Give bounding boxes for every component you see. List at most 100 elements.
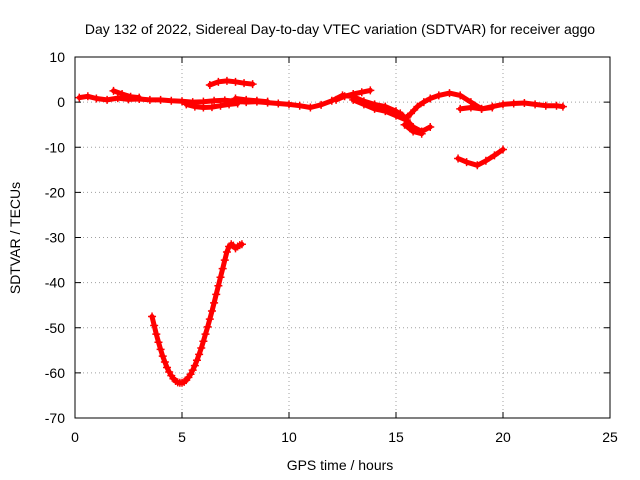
data-point bbox=[225, 100, 234, 109]
data-point bbox=[248, 80, 257, 89]
data-point bbox=[531, 100, 540, 109]
data-point bbox=[445, 89, 454, 98]
data-point bbox=[392, 111, 400, 120]
series-track-16h bbox=[400, 120, 426, 138]
data-point bbox=[103, 95, 112, 104]
data-point bbox=[242, 95, 251, 104]
data-point bbox=[92, 94, 101, 103]
data-point bbox=[188, 366, 197, 375]
data-point bbox=[205, 80, 214, 89]
series-line bbox=[111, 88, 142, 101]
data-point bbox=[462, 158, 471, 167]
data-point bbox=[406, 109, 415, 118]
data-point bbox=[499, 100, 507, 109]
data-point bbox=[558, 102, 567, 111]
data-point bbox=[340, 92, 349, 101]
data-point bbox=[426, 94, 435, 103]
data-point bbox=[400, 120, 409, 129]
data-point bbox=[118, 90, 127, 99]
data-point bbox=[366, 86, 375, 95]
data-point bbox=[83, 92, 92, 101]
data-point bbox=[113, 94, 122, 103]
data-point bbox=[541, 101, 550, 110]
data-point bbox=[212, 290, 221, 299]
data-point bbox=[285, 100, 293, 109]
data-point bbox=[154, 338, 163, 347]
data-point bbox=[231, 94, 240, 103]
data-point bbox=[156, 95, 165, 104]
data-point bbox=[216, 273, 225, 282]
x-axis-label: GPS time / hours bbox=[287, 457, 394, 473]
data-point bbox=[552, 101, 561, 110]
data-point bbox=[306, 103, 315, 112]
data-point bbox=[192, 356, 201, 365]
data-point bbox=[413, 102, 422, 111]
y-tick-label: -70 bbox=[45, 410, 65, 426]
data-point bbox=[332, 95, 341, 104]
series-track-18h-mid bbox=[456, 103, 497, 113]
series-line bbox=[233, 96, 271, 105]
series-track-8h bbox=[231, 94, 272, 106]
x-tick-label: 20 bbox=[495, 429, 511, 445]
grid bbox=[75, 57, 610, 418]
x-tick-label: 15 bbox=[388, 429, 404, 445]
data-point bbox=[481, 156, 490, 165]
data-point bbox=[456, 104, 465, 113]
x-tick-label: 10 bbox=[281, 429, 297, 445]
data-point bbox=[396, 109, 405, 118]
data-point bbox=[222, 76, 231, 85]
data-point bbox=[178, 97, 186, 106]
data-point bbox=[210, 298, 219, 307]
data-point bbox=[295, 101, 304, 110]
series-track-18h bbox=[454, 145, 507, 170]
data-point bbox=[466, 103, 475, 112]
data-point bbox=[509, 99, 518, 108]
data-point bbox=[409, 127, 418, 136]
y-tick-label: 0 bbox=[57, 94, 65, 110]
data-point bbox=[317, 100, 326, 109]
data-point bbox=[158, 352, 167, 361]
data-point bbox=[499, 145, 507, 154]
data-point bbox=[182, 100, 191, 109]
data-point bbox=[167, 96, 176, 105]
data-point bbox=[163, 363, 172, 372]
data-point bbox=[186, 370, 195, 379]
data-point bbox=[220, 256, 229, 265]
data-point bbox=[417, 129, 426, 138]
data-point bbox=[357, 88, 366, 97]
data-point bbox=[190, 102, 199, 111]
series-track-dip bbox=[148, 240, 246, 387]
data-point bbox=[359, 100, 368, 109]
data-point bbox=[126, 92, 135, 101]
data-point bbox=[75, 93, 84, 102]
data-point bbox=[210, 96, 219, 105]
chart-title: Day 132 of 2022, Sidereal Day-to-day VTE… bbox=[85, 21, 595, 37]
data-point bbox=[214, 281, 223, 290]
data-point bbox=[237, 240, 246, 249]
data-point bbox=[145, 95, 154, 104]
data-point bbox=[473, 161, 482, 170]
data-point bbox=[156, 345, 165, 354]
data-point bbox=[199, 337, 208, 346]
series-track-7h bbox=[205, 76, 257, 89]
data-point bbox=[490, 151, 499, 160]
data-point bbox=[477, 104, 486, 113]
data-point bbox=[190, 361, 199, 370]
data-point bbox=[148, 312, 157, 321]
y-tick-label: -20 bbox=[45, 184, 65, 200]
data-point bbox=[419, 98, 428, 107]
y-tick-label: -50 bbox=[45, 320, 65, 336]
series-line bbox=[457, 105, 495, 112]
data-point bbox=[207, 307, 216, 316]
series-track-6h-low bbox=[182, 99, 242, 112]
data-point bbox=[199, 103, 208, 112]
data-layer bbox=[75, 76, 567, 387]
data-point bbox=[381, 107, 390, 116]
data-point bbox=[263, 97, 272, 106]
data-point bbox=[218, 264, 227, 273]
data-point bbox=[195, 350, 204, 359]
data-point bbox=[488, 103, 497, 112]
data-point bbox=[426, 122, 435, 131]
y-axis-label: SDTVAR / TECUs bbox=[7, 182, 23, 294]
